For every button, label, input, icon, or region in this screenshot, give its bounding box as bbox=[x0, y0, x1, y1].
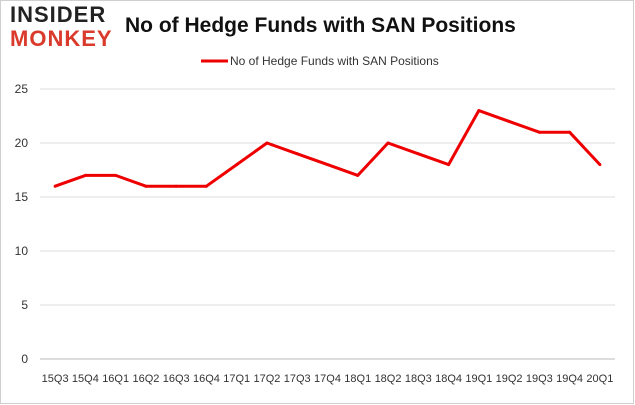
x-tick-label: 19Q4 bbox=[556, 373, 583, 385]
x-tick-label: 18Q1 bbox=[344, 373, 371, 385]
x-tick-label: 18Q3 bbox=[405, 373, 432, 385]
data-point bbox=[174, 184, 178, 188]
y-tick-label: 15 bbox=[15, 190, 29, 204]
x-tick-label: 15Q4 bbox=[72, 373, 99, 385]
chart-title: No of Hedge Funds with SAN Positions bbox=[125, 14, 516, 37]
x-tick-label: 16Q2 bbox=[132, 373, 159, 385]
data-point bbox=[356, 173, 360, 177]
data-point bbox=[83, 173, 87, 177]
x-tick-label: 20Q1 bbox=[586, 373, 613, 385]
y-tick-label: 0 bbox=[21, 352, 28, 366]
data-point bbox=[53, 184, 57, 188]
x-tick-label: 19Q3 bbox=[526, 373, 553, 385]
data-point bbox=[326, 163, 329, 167]
x-axis-ticks: 15Q3 15Q4 16Q1 16Q2 16Q3 16Q4 17Q1 17Q2 17Q3 17Q4… bbox=[42, 373, 614, 385]
y-axis-ticks: 0 5 10 15 20 25 bbox=[15, 82, 29, 366]
x-tick-label: 18Q4 bbox=[435, 373, 462, 385]
x-tick-label: 17Q3 bbox=[284, 373, 311, 385]
data-point bbox=[204, 184, 208, 188]
x-tick-label: 16Q1 bbox=[102, 373, 129, 385]
data-point bbox=[265, 141, 269, 145]
data-point bbox=[507, 119, 511, 123]
data-point bbox=[568, 130, 572, 134]
insider-monkey-logo: INSIDER MONKEY bbox=[10, 2, 116, 52]
series-line bbox=[54, 109, 601, 188]
data-point bbox=[416, 152, 420, 156]
data-point bbox=[477, 109, 481, 113]
legend-label: No of Hedge Funds with SAN Positions bbox=[230, 54, 439, 68]
x-tick-label: 18Q2 bbox=[375, 373, 402, 385]
legend: No of Hedge Funds with SAN Positions bbox=[201, 54, 439, 68]
data-point bbox=[537, 130, 541, 134]
x-tick-label: 15Q3 bbox=[42, 373, 69, 385]
x-tick-label: 19Q1 bbox=[465, 373, 492, 385]
data-point bbox=[447, 163, 451, 167]
x-tick-label: 16Q3 bbox=[163, 373, 190, 385]
data-point bbox=[114, 173, 118, 177]
y-tick-label: 10 bbox=[15, 244, 29, 258]
x-tick-label: 16Q4 bbox=[193, 373, 220, 385]
x-tick-label: 17Q4 bbox=[314, 373, 341, 385]
logo-text-top: INSIDER bbox=[10, 2, 107, 27]
x-tick-label: 19Q2 bbox=[496, 373, 523, 385]
y-tick-label: 5 bbox=[21, 298, 28, 312]
logo-text-bottom: MONKEY bbox=[10, 26, 113, 51]
x-tick-label: 17Q1 bbox=[223, 373, 250, 385]
data-point bbox=[235, 163, 239, 167]
grid-lines bbox=[40, 88, 615, 360]
y-tick-label: 25 bbox=[15, 82, 29, 96]
data-point bbox=[386, 141, 390, 145]
data-point bbox=[598, 163, 602, 167]
data-point bbox=[295, 152, 299, 156]
series-group bbox=[53, 109, 602, 188]
data-point bbox=[144, 184, 148, 188]
y-tick-label: 20 bbox=[15, 136, 29, 150]
x-tick-label: 17Q2 bbox=[254, 373, 281, 385]
